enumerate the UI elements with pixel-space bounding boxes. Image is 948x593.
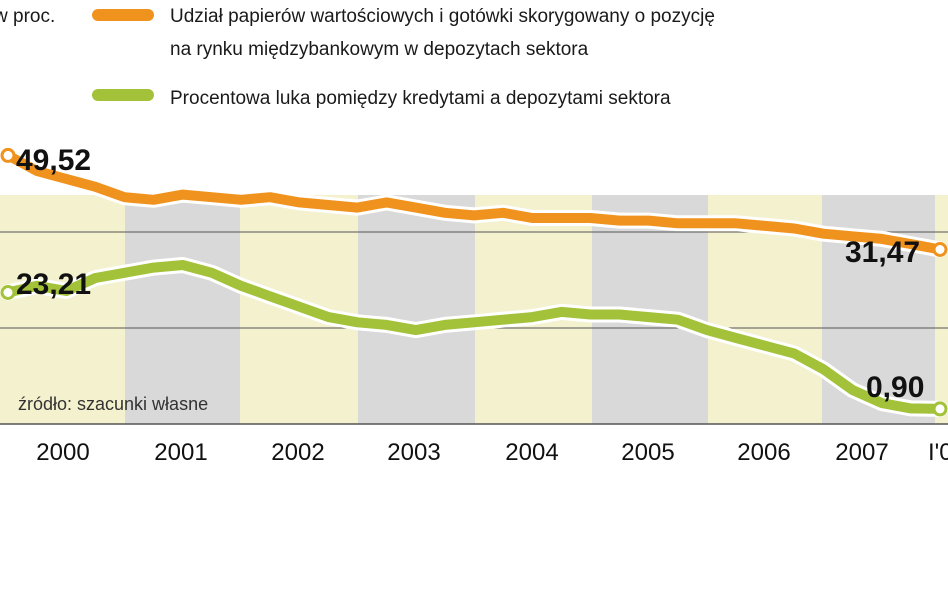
x-tick-label: 2005 (621, 439, 674, 466)
legend-series2: Procentowa luka pomiędzy kredytami a dep… (170, 88, 671, 109)
series-1-point (0, 147, 16, 163)
legend-green-swatch (92, 89, 154, 101)
legend-series1-line2: na rynku międzybankowym w depozytach sek… (170, 39, 589, 60)
x-tick-label: 2004 (505, 439, 558, 466)
unit-label: w proc. (0, 6, 55, 27)
x-axis-labels: 2000 2001 2002 2003 2004 2005 2006 2007 I'08 (36, 439, 948, 466)
legend: w proc. Udział papierów wartościowych i … (0, 6, 715, 109)
year-band (935, 195, 948, 424)
series1-start-label: 49,52 (16, 144, 91, 177)
source-note: źródło: szacunki własne (18, 394, 208, 414)
x-tick-label: 2001 (154, 439, 207, 466)
x-tick-label: 2002 (271, 439, 324, 466)
year-band (358, 195, 475, 424)
x-tick-label: 2006 (737, 439, 790, 466)
legend-series1-line1: Udział papierów wartościowych i gotówki … (170, 6, 715, 27)
x-tick-label: 2007 (835, 439, 888, 466)
series-layer (0, 147, 948, 417)
series-2-point (0, 285, 16, 300)
year-band (0, 195, 125, 424)
year-band (125, 195, 240, 424)
x-tick-label: I'08 (928, 439, 948, 466)
series2-end-label: 0,90 (866, 371, 924, 404)
legend-orange-swatch (92, 9, 154, 21)
series-2-point (932, 401, 948, 417)
series-1-point (932, 242, 948, 257)
series2-start-label: 23,21 (16, 268, 91, 301)
series1-end-label: 31,47 (845, 236, 920, 269)
x-tick-label: 2000 (36, 439, 89, 466)
x-tick-label: 2003 (387, 439, 440, 466)
